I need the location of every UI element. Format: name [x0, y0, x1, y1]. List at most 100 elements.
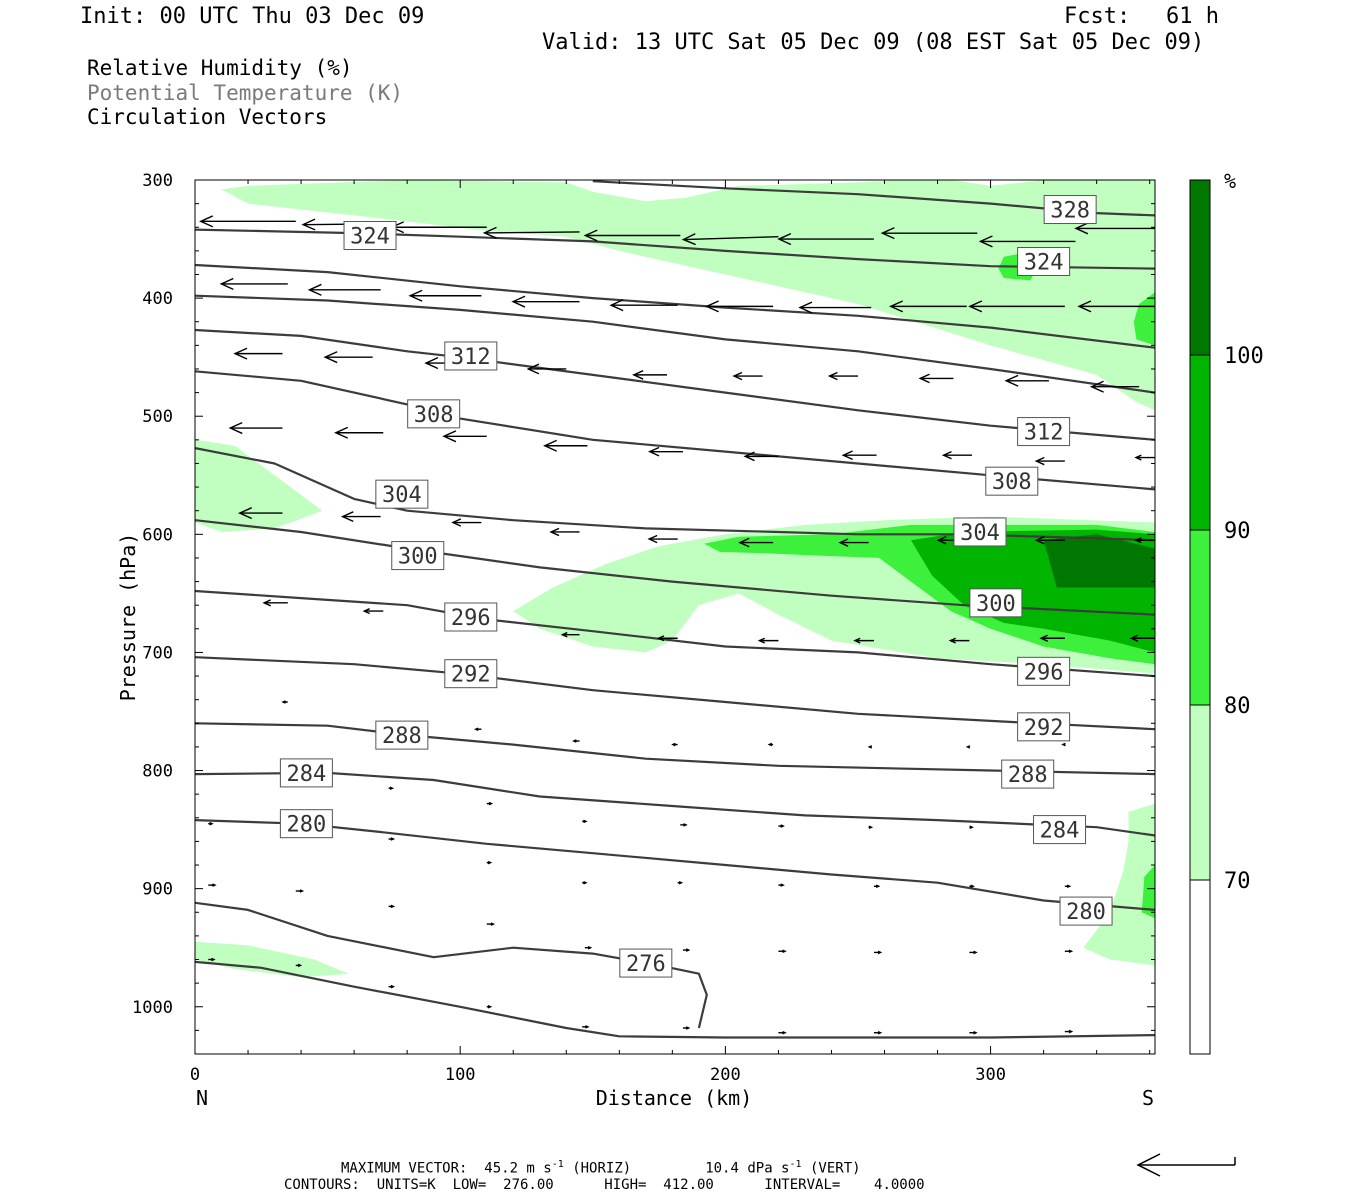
vector-shaft — [683, 235, 779, 241]
title-potential-temperature: Potential Temperature (K) — [87, 81, 404, 105]
colorbar-label: 70 — [1224, 869, 1251, 894]
wind-vector — [281, 700, 288, 704]
vector-head — [474, 727, 479, 731]
contour-label: 324 — [343, 221, 397, 251]
contour-label-text: 328 — [1050, 199, 1090, 224]
wind-vector — [948, 637, 970, 644]
wind-vector — [738, 537, 774, 548]
contour-label-text: 288 — [1008, 763, 1048, 788]
colorbar-segment — [1190, 705, 1210, 880]
theta-contour-308 — [195, 370, 1155, 491]
vector-head — [408, 289, 423, 302]
contour-label-box — [375, 720, 429, 750]
wind-vector — [442, 430, 487, 443]
contour-label-box — [985, 466, 1039, 496]
wind-vector — [526, 363, 567, 375]
y-tick-label: 800 — [142, 762, 173, 782]
wind-vector — [867, 745, 873, 749]
contour-label-text: 288 — [382, 724, 422, 749]
contour-label: 304 — [375, 479, 429, 509]
vector-head — [941, 450, 952, 460]
vector-head — [965, 745, 971, 749]
plot-frame — [194, 179, 1156, 1055]
wind-vector — [474, 727, 482, 731]
wind-vector — [1034, 536, 1065, 545]
contour-label-box — [407, 399, 461, 429]
wind-vector — [609, 299, 678, 312]
contour-label-box — [444, 659, 498, 689]
wind-vector — [582, 880, 588, 885]
contour-label: 312 — [444, 341, 498, 371]
vector-head — [1068, 949, 1074, 954]
vector-head — [1061, 742, 1066, 747]
colorbar-label: 100 — [1224, 344, 1264, 369]
colorbar-label: 90 — [1224, 519, 1251, 544]
contour-label-box — [391, 541, 445, 571]
vector-head — [877, 950, 883, 955]
vector-head — [968, 300, 983, 313]
vector-head — [1089, 380, 1104, 393]
wind-vector — [941, 450, 973, 460]
wind-vector — [228, 421, 283, 435]
vector-head — [390, 837, 396, 841]
vector-head — [543, 439, 557, 452]
wind-vector — [486, 1004, 493, 1009]
y-tick-label: 600 — [142, 525, 173, 545]
wind-vector — [732, 371, 763, 381]
vector-head — [583, 819, 588, 824]
wind-vector — [969, 884, 975, 889]
wind-vector — [1034, 456, 1065, 466]
wind-vector — [1134, 537, 1155, 544]
vector-head — [609, 299, 624, 312]
wind-vector — [549, 527, 580, 537]
colorbar-segment — [1190, 355, 1210, 530]
vector-head — [585, 1025, 590, 1029]
vector-head — [678, 880, 684, 885]
wind-vector — [778, 949, 787, 954]
vector-head — [973, 950, 978, 955]
contour-label-text: 292 — [451, 663, 491, 688]
vector-head — [362, 608, 370, 615]
wind-vector — [978, 235, 1076, 248]
vector-head — [488, 801, 494, 806]
contour-label-text: 324 — [350, 225, 390, 250]
vector-head — [875, 884, 881, 889]
vector-head — [838, 538, 849, 547]
vector-head — [918, 373, 930, 384]
contour-label-box — [1043, 195, 1097, 225]
vector-head — [307, 283, 322, 296]
contour-label-text: 312 — [451, 345, 491, 370]
contour-label: 288 — [1001, 759, 1055, 789]
wind-vector — [1077, 300, 1155, 313]
contour-label-box — [279, 809, 333, 839]
wind-vector — [1039, 634, 1065, 642]
contour-label: 308 — [985, 466, 1039, 496]
vector-head — [738, 537, 750, 548]
contour-label-text: 300 — [398, 545, 438, 570]
contour-label-text: 292 — [1024, 716, 1064, 741]
wind-vector — [873, 884, 881, 889]
north-label: N — [196, 1086, 208, 1110]
colorbar: 70 80 90 100% — [1189, 169, 1264, 1055]
rh-region-70 — [195, 941, 349, 978]
contour-label: 304 — [953, 517, 1007, 547]
contour-label-text: 280 — [1066, 900, 1106, 925]
wind-vector — [873, 950, 883, 955]
wind-vector — [582, 1025, 590, 1029]
forecast-hour: 61 h — [1166, 4, 1219, 29]
x-tick-label: 200 — [710, 1065, 741, 1085]
vector-head — [228, 421, 243, 435]
wind-vector — [543, 439, 588, 452]
contour-label: 300 — [969, 588, 1023, 618]
wind-vector — [295, 963, 303, 968]
theta-contour-320 — [195, 263, 1155, 349]
theta-contour-316 — [195, 294, 1155, 394]
contour-label: 300 — [391, 541, 445, 571]
vector-head — [323, 351, 338, 364]
theta-contour-300 — [195, 519, 1155, 616]
vector-head — [683, 823, 688, 827]
wind-vector — [681, 233, 779, 246]
reference-vector — [1136, 1153, 1236, 1177]
vector-head — [757, 637, 766, 644]
